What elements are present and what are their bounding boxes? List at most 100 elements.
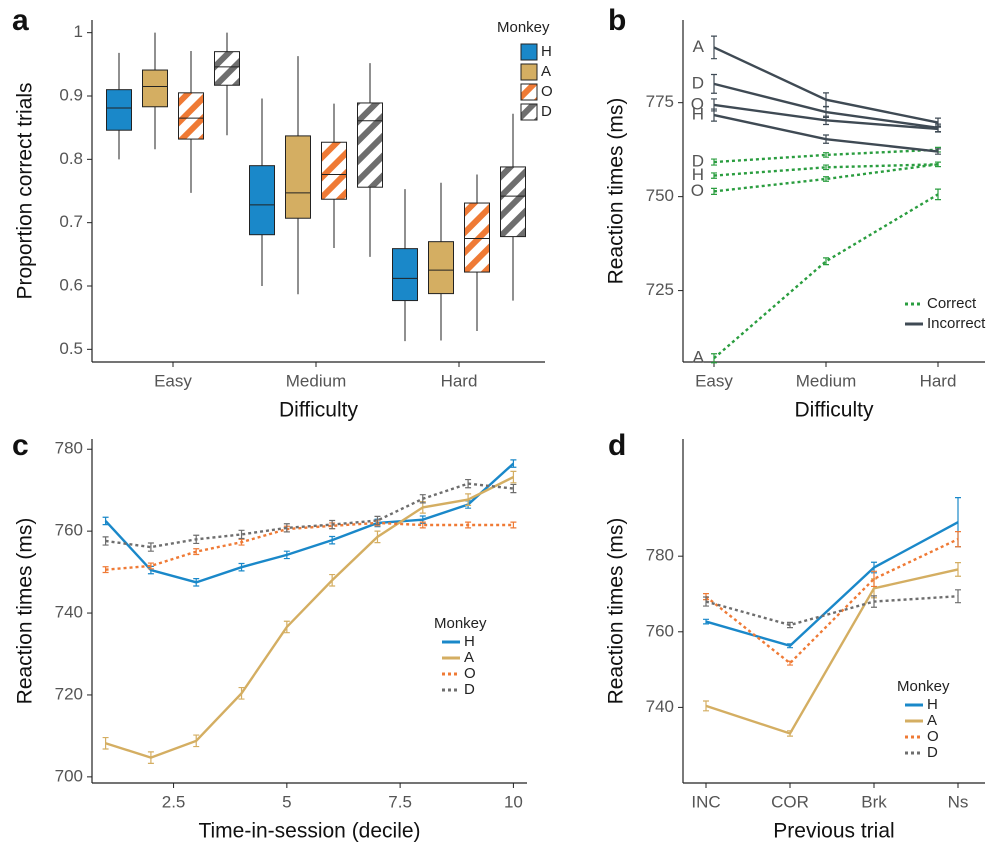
error-bar	[102, 536, 109, 546]
y-tick-label: 0.7	[59, 212, 83, 231]
y-axis-title: Reaction times (ms)	[14, 518, 37, 705]
box	[357, 102, 383, 188]
series-label: D	[692, 73, 704, 92]
error-bar	[238, 529, 245, 540]
y-tick-label: 740	[55, 603, 83, 622]
x-axis-title: Difficulty	[795, 399, 874, 422]
error-bar	[193, 534, 200, 545]
error-bar	[283, 620, 290, 634]
error-bar	[510, 483, 517, 494]
error-bar	[711, 108, 717, 122]
legend-label: D	[541, 103, 552, 120]
error-bar	[703, 618, 709, 625]
series-label: A	[693, 348, 705, 367]
box	[392, 248, 418, 302]
box	[464, 202, 490, 273]
error-bar	[787, 660, 793, 666]
x-tick-label: Easy	[695, 371, 733, 390]
series-label: O	[691, 181, 704, 200]
legend-label: Incorrect	[927, 315, 986, 332]
panel-label: b	[608, 4, 626, 37]
x-tick-label: Easy	[154, 371, 192, 390]
line	[705, 521, 959, 648]
series-label: H	[692, 105, 704, 124]
error-bar	[147, 562, 154, 570]
legend-swatch	[520, 63, 538, 81]
error-bar	[823, 164, 829, 171]
error-bar	[193, 548, 200, 556]
y-tick-label: 0.6	[59, 275, 83, 294]
legend-label: A	[464, 649, 474, 666]
legend-swatch	[520, 83, 538, 101]
box	[428, 241, 454, 295]
error-bar	[283, 550, 290, 560]
legend-swatch	[520, 43, 538, 61]
error-bar	[787, 730, 793, 737]
error-bar	[193, 734, 200, 748]
error-bar	[787, 621, 793, 629]
error-bar	[374, 515, 381, 526]
legend-label: H	[927, 696, 938, 713]
y-tick-label: 760	[55, 521, 83, 540]
error-bar	[823, 176, 829, 182]
x-tick-label: Medium	[796, 371, 856, 390]
error-bar	[419, 494, 426, 504]
error-bar	[711, 353, 717, 364]
error-bar	[283, 523, 290, 533]
error-bar	[329, 573, 336, 587]
legend-label: A	[541, 63, 551, 80]
error-bar	[102, 566, 109, 574]
y-tick-label: 720	[55, 684, 83, 703]
y-tick-label: 740	[646, 697, 674, 716]
error-bar	[823, 134, 829, 144]
error-bar	[711, 158, 717, 166]
x-tick-label: Medium	[286, 371, 346, 390]
series-label: D	[692, 152, 704, 171]
series-label: A	[693, 37, 705, 56]
legend-label: H	[541, 43, 552, 60]
line	[713, 193, 939, 360]
x-tick-label: INC	[691, 792, 720, 811]
error-bar	[329, 535, 336, 545]
error-bar	[193, 578, 200, 587]
error-bar	[711, 73, 717, 94]
error-bar	[711, 172, 717, 179]
error-bar	[147, 751, 154, 764]
error-bar	[238, 538, 245, 546]
error-bar	[465, 478, 472, 489]
y-tick-label: 700	[55, 766, 83, 785]
legend-label: O	[927, 728, 939, 745]
box	[214, 51, 240, 86]
legend-label: A	[927, 712, 937, 729]
error-bar	[711, 187, 717, 195]
y-tick-label: 775	[646, 92, 674, 111]
line	[705, 595, 959, 627]
error-bar	[238, 562, 245, 572]
y-axis-title: Reaction times (ms)	[605, 518, 628, 705]
panel-label: a	[12, 4, 29, 37]
legend-title: Monkey	[434, 615, 487, 632]
y-tick-label: 750	[646, 186, 674, 205]
x-tick-label: 7.5	[388, 792, 412, 811]
x-tick-label: Hard	[441, 371, 478, 390]
error-bar	[871, 570, 877, 588]
x-tick-label: 10	[504, 792, 523, 811]
x-axis-title: Previous trial	[773, 820, 894, 843]
error-bar	[238, 686, 245, 700]
box	[321, 141, 347, 200]
y-tick-label: 0.8	[59, 149, 83, 168]
y-tick-label: 780	[646, 546, 674, 565]
error-bar	[935, 188, 941, 201]
error-bar	[711, 35, 717, 60]
line	[713, 163, 939, 193]
y-tick-label: 725	[646, 280, 674, 299]
y-tick-label: 0.9	[59, 85, 83, 104]
legend-label: Correct	[927, 295, 977, 312]
legend-label: O	[541, 83, 553, 100]
error-bar	[787, 643, 793, 649]
legend-label: D	[927, 744, 938, 761]
box	[500, 166, 526, 238]
line	[105, 476, 514, 759]
box	[178, 92, 204, 140]
